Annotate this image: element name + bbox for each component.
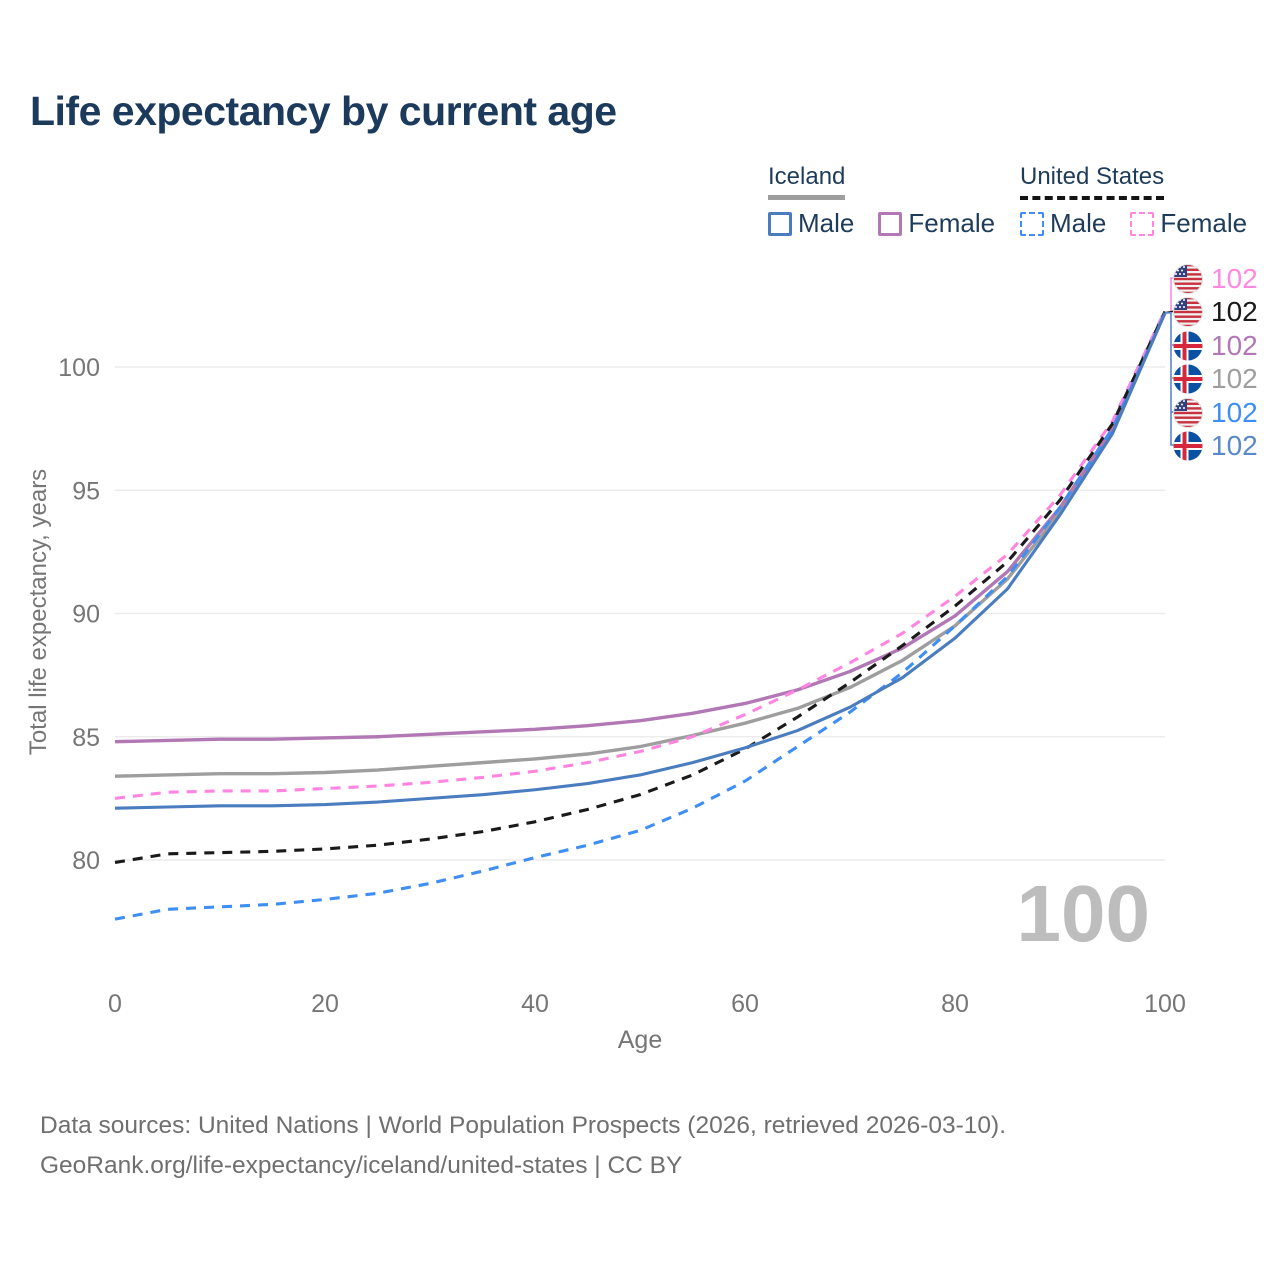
series-line-us-female[interactable] xyxy=(114,309,1167,800)
legend-item-iceland-male[interactable]: Male xyxy=(768,208,854,239)
x-tick-label: 40 xyxy=(521,990,549,1018)
us-flag-icon xyxy=(1173,297,1203,327)
y-tick-label: 95 xyxy=(72,477,100,505)
us-male-swatch-icon xyxy=(1020,211,1044,236)
us-flag-icon xyxy=(1173,264,1203,294)
endpoint-value: 102 xyxy=(1211,430,1258,461)
x-tick-label: 0 xyxy=(108,990,122,1018)
legend-label-us-female: Female xyxy=(1160,208,1248,238)
endpoint-label-us-male: 102 xyxy=(1173,397,1258,429)
y-tick-label: 100 xyxy=(58,354,100,382)
endpoint-label-iceland-both: 102 xyxy=(1173,363,1258,395)
endpoint-label-us-both: 102 xyxy=(1173,296,1258,328)
y-axis-title: Total life expectancy, years xyxy=(25,469,52,755)
y-tick-label: 90 xyxy=(72,601,100,629)
endpoint-value: 102 xyxy=(1211,296,1258,327)
legend-country-united-states[interactable]: United States xyxy=(1020,163,1165,200)
endpoint-label-iceland-male: 102 xyxy=(1173,430,1258,462)
series-line-us-male[interactable] xyxy=(114,312,1167,921)
legend-item-iceland-female[interactable]: Female xyxy=(878,208,995,239)
legend-items-iceland: Male Female xyxy=(768,208,995,239)
y-tick-label: 85 xyxy=(72,724,100,752)
endpoint-value: 102 xyxy=(1211,263,1258,294)
footer-attribution: Data sources: United Nations | World Pop… xyxy=(40,1106,1006,1186)
legend-group-united-states: United States Male Female xyxy=(1020,163,1247,239)
series-line-iceland-female[interactable] xyxy=(114,312,1167,744)
footer-line-datasources: Data sources: United Nations | World Pop… xyxy=(40,1112,1007,1139)
page-title: Life expectancy by current age xyxy=(30,88,617,134)
life-expectancy-chart: 80 85 90 95 100 0 20 40 60 80 100 Age Total life exp… xyxy=(25,277,1186,1054)
endpoint-value: 102 xyxy=(1211,363,1258,394)
x-tick-label: 60 xyxy=(731,990,759,1018)
legend-items-united-states: Male Female xyxy=(1020,208,1247,239)
legend-item-us-female[interactable]: Female xyxy=(1130,208,1247,239)
endpoint-label-us-female: 102 xyxy=(1173,263,1258,295)
endpoint-label-iceland-female: 102 xyxy=(1173,330,1258,362)
y-tick-label: 80 xyxy=(72,847,100,875)
iceland-female-swatch-icon xyxy=(878,211,903,236)
x-axis-title: Age xyxy=(618,1026,662,1054)
us-flag-icon xyxy=(1173,398,1203,428)
current-age-watermark: 100 xyxy=(1016,869,1150,958)
x-tick-label: 80 xyxy=(941,990,969,1018)
legend-label-us-male: Male xyxy=(1050,208,1107,238)
series-line-us-both[interactable] xyxy=(114,310,1167,864)
iceland-flag-icon xyxy=(1173,364,1203,394)
iceland-flag-icon xyxy=(1173,331,1203,361)
iceland-flag-icon xyxy=(1173,431,1203,461)
legend-label-iceland-male: Male xyxy=(798,208,855,238)
endpoint-value: 102 xyxy=(1211,397,1258,428)
endpoint-value: 102 xyxy=(1211,330,1258,361)
legend-group-iceland: Iceland Male Female xyxy=(768,163,995,239)
x-tick-label: 20 xyxy=(311,990,339,1018)
x-tick-label: 100 xyxy=(1144,990,1186,1018)
series-line-iceland-male[interactable] xyxy=(114,312,1167,810)
legend-country-iceland[interactable]: Iceland xyxy=(768,163,846,200)
footer-line-georank: GeoRank.org/life-expectancy/iceland/unit… xyxy=(40,1152,683,1180)
legend-item-us-male[interactable]: Male xyxy=(1020,208,1106,239)
legend-label-iceland-female: Female xyxy=(908,208,996,238)
us-female-swatch-icon xyxy=(1130,211,1155,236)
leader-line-iceland-male xyxy=(1165,311,1175,446)
series-line-iceland-both[interactable] xyxy=(114,312,1167,778)
iceland-male-swatch-icon xyxy=(768,211,792,236)
